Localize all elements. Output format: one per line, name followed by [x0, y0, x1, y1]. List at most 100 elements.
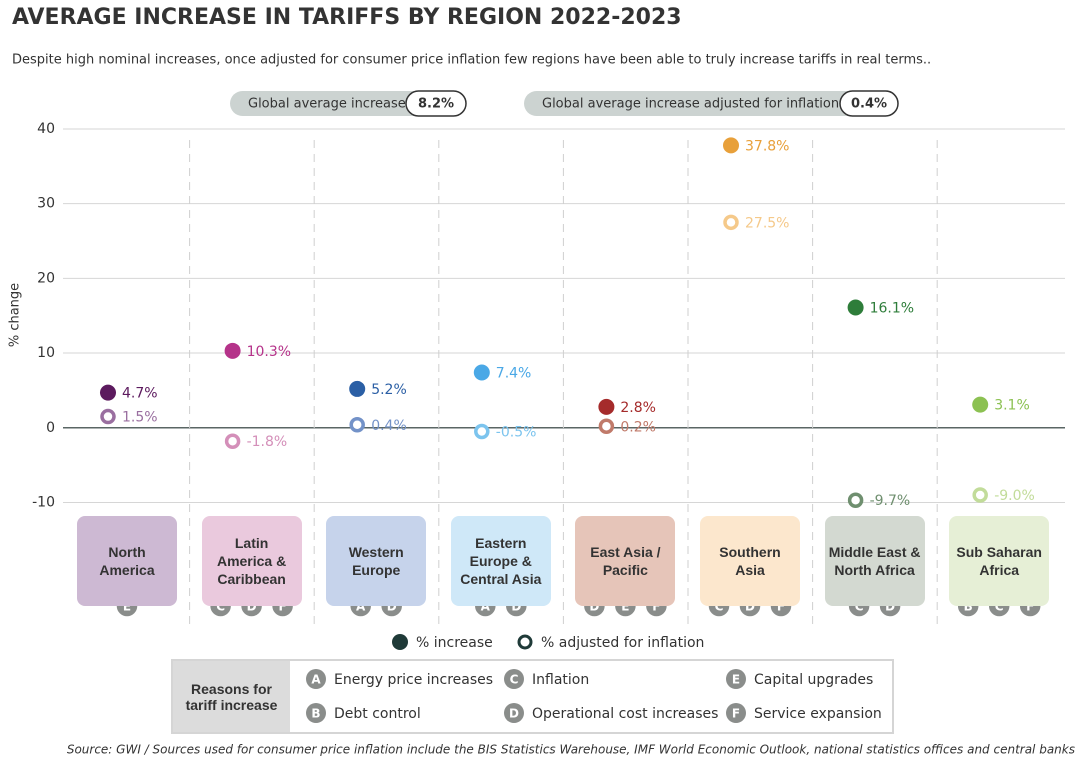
y-axis-label: % change — [8, 283, 23, 347]
data-label: 3.1% — [994, 398, 1030, 414]
point — [100, 408, 116, 425]
region-box: North America — [77, 516, 177, 606]
pill-value: 8.2% — [418, 97, 454, 112]
reason-letter: F — [652, 600, 660, 614]
point — [349, 380, 366, 397]
reason-letter: E — [621, 600, 629, 614]
region-box: Sub Saharan Africa — [949, 516, 1050, 606]
reason-letter: A — [481, 600, 491, 614]
reason-badge — [306, 669, 326, 689]
reasons-title: Reasons for tariff increase — [185, 680, 278, 713]
pill-value: 0.4% — [851, 97, 887, 112]
reason-text: Capital upgrades — [754, 672, 873, 688]
point — [598, 418, 615, 435]
reason-letter: B — [311, 707, 320, 721]
point — [473, 364, 490, 381]
y-tick-label: -10 — [32, 494, 55, 510]
y-tick-label: 40 — [37, 121, 55, 137]
reason-badge — [306, 703, 326, 723]
data-label: 1.5% — [122, 410, 158, 426]
pill — [524, 91, 898, 116]
data-label: -9.0% — [994, 488, 1035, 504]
reason-letter: D — [509, 707, 519, 721]
point — [224, 342, 241, 359]
point — [349, 417, 365, 433]
reason-letter: E — [123, 600, 131, 614]
reason-letter: F — [732, 707, 740, 721]
region-box: Middle East & North Africa — [824, 516, 925, 606]
region-box: Latin America & Caribbean — [201, 516, 302, 606]
reason-badge — [504, 669, 524, 689]
pill-value-box — [405, 90, 467, 117]
reason-text: Operational cost increases — [532, 706, 718, 722]
reason-letter: D — [247, 600, 257, 614]
reasons-frame — [171, 659, 894, 734]
region-box: Western Europe — [326, 516, 427, 606]
region-box: Eastern Europe & Central Asia — [450, 516, 551, 606]
y-tick-label: 0 — [46, 420, 55, 436]
data-label: 5.2% — [371, 382, 407, 398]
reason-text: Debt control — [334, 706, 421, 722]
reasons-title-wrap: Reasons for tariff increase — [185, 680, 278, 713]
data-label: 37.8% — [745, 138, 789, 154]
reason-letter: D — [511, 600, 521, 614]
reason-letter: F — [1026, 600, 1034, 614]
data-label: -1.8% — [247, 434, 288, 450]
reason-badge — [504, 703, 524, 723]
reason-letter: C — [216, 600, 225, 614]
legend-marker — [392, 634, 408, 650]
reason-text: Service expansion — [754, 706, 882, 722]
reason-letter: D — [387, 600, 397, 614]
data-label: 10.3% — [247, 344, 291, 360]
point — [972, 487, 988, 503]
reason-text: Energy price increases — [334, 672, 493, 688]
pill-label: Global average increase — [248, 97, 406, 112]
point — [598, 398, 615, 415]
pill-label: Global average increase adjusted for inf… — [542, 97, 839, 112]
chart-title: AVERAGE INCREASE IN TARIFFS BY REGION 20… — [12, 5, 682, 30]
data-label: 27.5% — [745, 215, 789, 231]
reason-letter: D — [885, 600, 895, 614]
pill-value-box — [839, 90, 899, 117]
reason-letter: E — [732, 673, 740, 687]
reason-letter: A — [356, 600, 366, 614]
subtitle: Despite high nominal increases, once adj… — [12, 53, 931, 68]
reason-letter: B — [964, 600, 973, 614]
point — [224, 433, 241, 449]
reason-letter: D — [589, 600, 599, 614]
reason-letter: A — [311, 673, 321, 687]
reason-badge — [726, 703, 746, 723]
region-box: Southern Asia — [700, 516, 800, 606]
data-label: 4.7% — [122, 386, 158, 402]
y-tick-label: 30 — [37, 196, 55, 212]
data-label: 2.8% — [620, 400, 656, 416]
legend-marker — [517, 634, 533, 650]
legend-label: % increase — [416, 635, 493, 651]
data-label: 7.4% — [496, 365, 532, 381]
reason-letter: C — [510, 673, 519, 687]
point — [847, 299, 864, 316]
point — [100, 384, 116, 401]
legend-label: % adjusted for inflation — [541, 635, 704, 651]
data-label: 16.1% — [870, 300, 914, 316]
point — [847, 492, 864, 508]
data-label: 0.2% — [620, 419, 656, 435]
reason-letter: F — [777, 600, 785, 614]
point — [972, 396, 989, 413]
reason-letter: C — [715, 600, 724, 614]
data-label: -0.5% — [496, 425, 537, 441]
reason-letter: C — [855, 600, 864, 614]
source: Source: GWI / Sources used for consumer … — [67, 743, 1075, 757]
y-tick-label: 20 — [37, 270, 55, 286]
reason-badge — [726, 669, 746, 689]
reasons-title-cell — [173, 661, 290, 732]
region-box: East Asia / Pacific — [575, 516, 676, 606]
y-tick-label: 10 — [37, 345, 55, 361]
data-label: -9.7% — [870, 493, 911, 509]
reason-letter: F — [278, 600, 286, 614]
point — [474, 423, 490, 440]
reason-text: Inflation — [532, 672, 589, 688]
point — [723, 214, 739, 231]
